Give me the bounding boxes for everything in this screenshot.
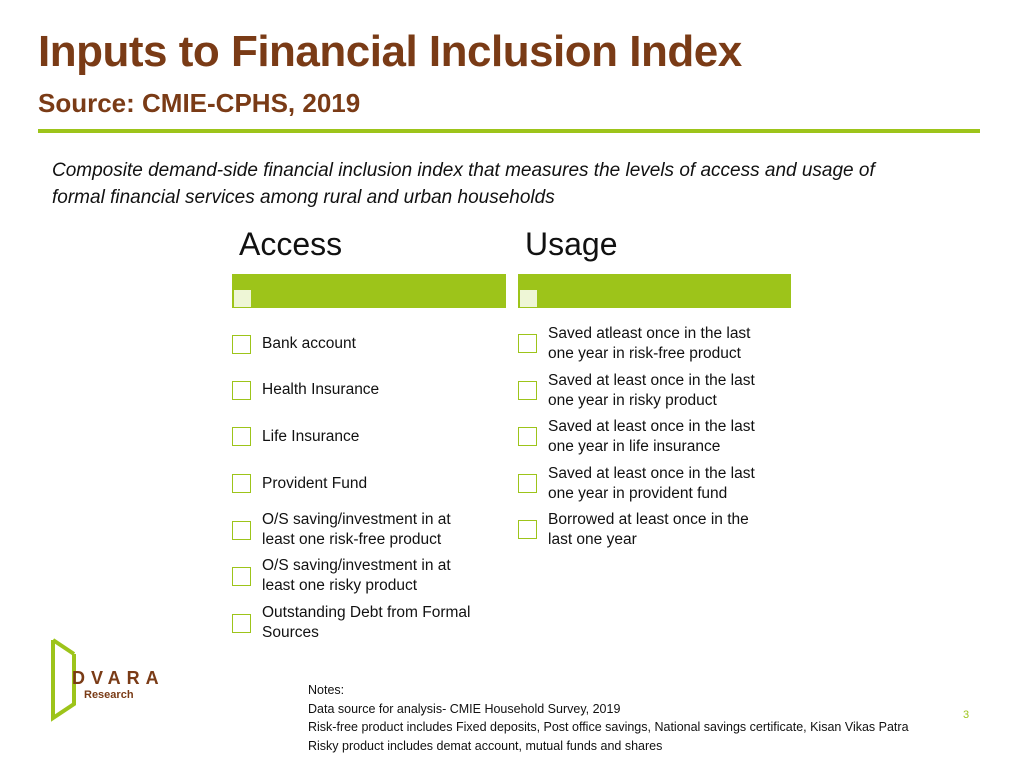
notes-heading: Notes: [308,683,345,697]
checkbox-icon [232,335,251,354]
checkbox-icon [518,474,537,493]
usage-header-bar [518,274,791,308]
logo-subtext: Research [84,689,134,701]
title-divider [38,129,980,133]
logo-wordmark: DVARA [72,668,165,688]
source-subtitle: Source: CMIE-CPHS, 2019 [38,88,361,118]
usage-item-label-1: Saved at least once in the last [548,372,755,389]
usage-item-label-1: Saved atleast once in the last [548,325,751,342]
checkbox-icon [518,520,537,539]
usage-item-label-1: Saved at least once in the last [548,418,755,435]
access-item-label-1: O/S saving/investment in at [262,557,451,574]
access-header-bar [232,274,506,308]
usage-heading: Usage [525,226,618,262]
intro-line-1: Composite demand-side financial inclusio… [52,160,875,181]
checkbox-icon [518,381,537,400]
checkbox-icon [232,567,251,586]
usage-item-label-2: last one year [548,531,637,548]
notes-line: Data source for analysis- CMIE Household… [308,701,621,716]
checkbox-icon [232,427,251,446]
access-item-label-1: O/S saving/investment in at [262,511,451,528]
intro-line-2: formal financial services among rural an… [52,187,555,208]
page-title: Inputs to Financial Inclusion Index [38,27,742,76]
access-bar-box [234,290,251,307]
usage-item-label-2: one year in risk-free product [548,345,741,362]
checkbox-icon [232,474,251,493]
intro-text: Composite demand-side financial inclusio… [52,157,982,211]
notes-line: Risky product includes demat account, mu… [308,738,663,753]
usage-bar-box [520,290,537,307]
access-item-label-1: Outstanding Debt from Formal [262,604,471,621]
checkbox-icon [232,614,251,633]
checkbox-icon [518,334,537,353]
access-item-label: Life Insurance [262,428,360,445]
usage-item-label-2: one year in life insurance [548,438,721,455]
usage-item-label-2: one year in risky product [548,392,717,409]
checkbox-icon [232,381,251,400]
access-item-label-2: least one risk-free product [262,531,442,548]
dvara-logo-icon [51,638,76,722]
usage-item-label-1: Saved at least once in the last [548,465,755,482]
checkbox-icon [518,427,537,446]
access-item-label-2: Sources [262,624,319,641]
access-heading: Access [239,226,343,262]
notes-block: Notes: Data source for analysis- CMIE Ho… [308,681,909,755]
access-item-label-2: least one risky product [262,577,418,594]
page-number: 3 [963,709,970,721]
access-item-label: Provident Fund [262,475,368,492]
notes-line: Risk-free product includes Fixed deposit… [308,720,909,734]
usage-item-label-1: Borrowed at least once in the [548,511,749,528]
access-item-label: Bank account [262,335,356,352]
usage-item-label-2: one year in provident fund [548,485,728,502]
access-item-label: Health Insurance [262,381,380,398]
checkbox-icon [232,521,251,540]
